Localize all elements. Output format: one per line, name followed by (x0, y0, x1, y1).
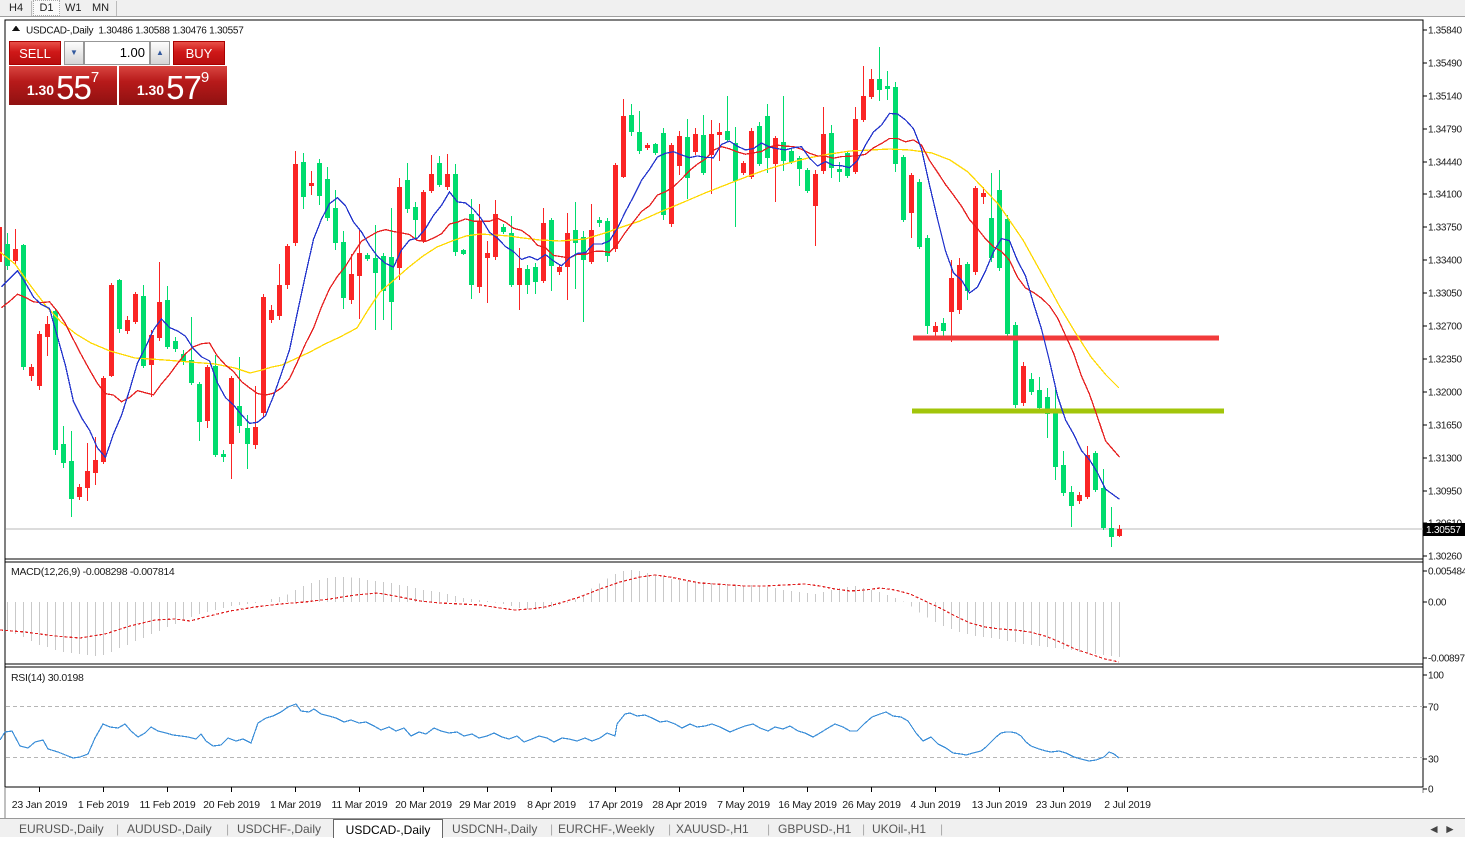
svg-text:1 Feb 2019: 1 Feb 2019 (78, 799, 129, 811)
svg-text:1.32350: 1.32350 (1428, 355, 1462, 366)
svg-text:16 May 2019: 16 May 2019 (778, 799, 837, 811)
svg-text:0.005484: 0.005484 (1428, 567, 1465, 578)
svg-text:1.32700: 1.32700 (1428, 322, 1462, 333)
svg-text:1.34440: 1.34440 (1428, 158, 1462, 169)
svg-text:1.35840: 1.35840 (1428, 26, 1462, 37)
svg-text:28 Apr 2019: 28 Apr 2019 (652, 799, 707, 811)
svg-text:11 Mar 2019: 11 Mar 2019 (332, 799, 388, 811)
svg-text:1.32000: 1.32000 (1428, 388, 1462, 399)
svg-text:0.00: 0.00 (1428, 598, 1447, 609)
svg-text:17 Apr 2019: 17 Apr 2019 (588, 799, 643, 811)
svg-text:4 Jun 2019: 4 Jun 2019 (911, 799, 961, 811)
svg-text:1.30260: 1.30260 (1428, 552, 1462, 563)
svg-text:USDCAD-,Daily 1.30486 1.30588: USDCAD-,Daily 1.30486 1.30588 1.30476 1.… (26, 26, 244, 37)
svg-text:1.31650: 1.31650 (1428, 421, 1462, 432)
svg-text:29 Mar 2019: 29 Mar 2019 (459, 799, 516, 811)
svg-text:100: 100 (1428, 671, 1444, 682)
svg-text:MACD(12,26,9) -0.008298 -0.007: MACD(12,26,9) -0.008298 -0.007814 (11, 566, 175, 578)
svg-text:1.31300: 1.31300 (1428, 454, 1462, 465)
svg-text:1.33400: 1.33400 (1428, 256, 1462, 267)
svg-text:23 Jun 2019: 23 Jun 2019 (1036, 799, 1092, 811)
svg-text:23 Jan 2019: 23 Jan 2019 (12, 799, 68, 811)
svg-text:RSI(14) 30.0198: RSI(14) 30.0198 (11, 672, 84, 684)
svg-text:1.30950: 1.30950 (1428, 487, 1462, 498)
svg-text:1.34100: 1.34100 (1428, 190, 1462, 201)
svg-text:11 Feb 2019: 11 Feb 2019 (140, 799, 196, 811)
svg-text:7 May 2019: 7 May 2019 (717, 799, 770, 811)
svg-text:2 Jul 2019: 2 Jul 2019 (1104, 799, 1151, 811)
svg-text:1.35140: 1.35140 (1428, 92, 1462, 103)
svg-text:1 Mar 2019: 1 Mar 2019 (270, 799, 321, 811)
svg-text:70: 70 (1428, 703, 1439, 714)
svg-text:1.34790: 1.34790 (1428, 125, 1462, 136)
svg-text:13 Jun 2019: 13 Jun 2019 (972, 799, 1028, 811)
svg-text:26 May 2019: 26 May 2019 (842, 799, 901, 811)
svg-text:0: 0 (1428, 785, 1434, 796)
svg-text:30: 30 (1428, 755, 1439, 766)
svg-text:20 Feb 2019: 20 Feb 2019 (203, 799, 260, 811)
svg-text:20 Mar 2019: 20 Mar 2019 (395, 799, 452, 811)
svg-text:1.30557: 1.30557 (1426, 525, 1461, 536)
svg-text:1.35490: 1.35490 (1428, 59, 1462, 70)
svg-text:1.33750: 1.33750 (1428, 223, 1462, 234)
svg-text:1.33050: 1.33050 (1428, 289, 1462, 300)
svg-text:8 Apr 2019: 8 Apr 2019 (527, 799, 576, 811)
svg-text:-0.008973: -0.008973 (1428, 654, 1465, 665)
